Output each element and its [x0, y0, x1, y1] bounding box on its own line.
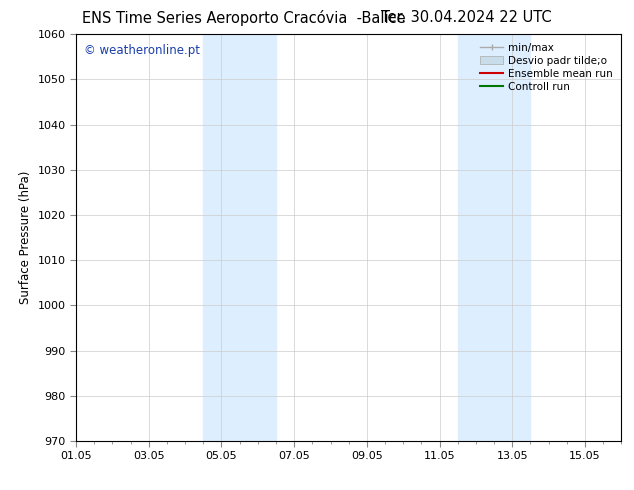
- Text: Ter. 30.04.2024 22 UTC: Ter. 30.04.2024 22 UTC: [381, 10, 552, 25]
- Text: © weatheronline.pt: © weatheronline.pt: [84, 45, 200, 57]
- Legend: min/max, Desvio padr tilde;o, Ensemble mean run, Controll run: min/max, Desvio padr tilde;o, Ensemble m…: [477, 40, 616, 95]
- Bar: [458, 34, 531, 441]
- Bar: [204, 34, 276, 441]
- Y-axis label: Surface Pressure (hPa): Surface Pressure (hPa): [19, 171, 32, 304]
- Text: ENS Time Series Aeroporto Cracóvia  -Balice: ENS Time Series Aeroporto Cracóvia -Bali…: [82, 10, 406, 26]
